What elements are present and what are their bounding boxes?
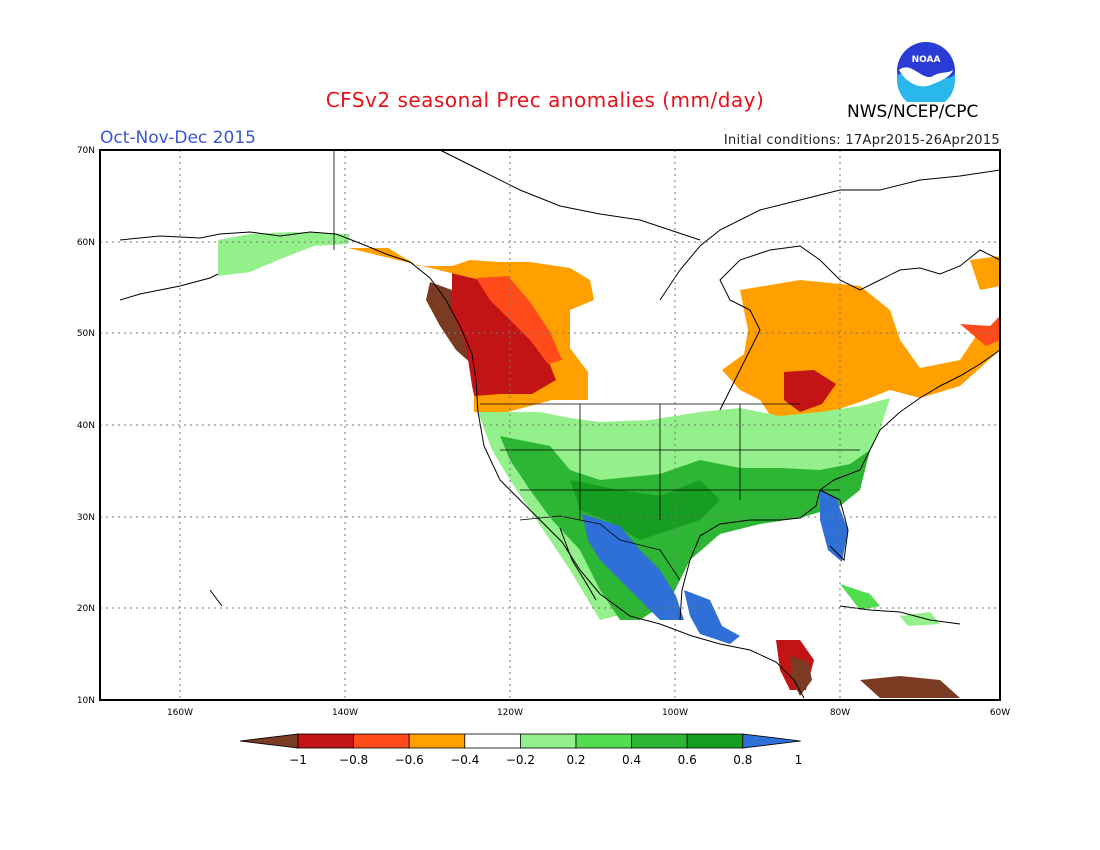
season-label: Oct-Nov-Dec 2015 [100, 128, 256, 148]
colorbar-swatch [575, 733, 632, 749]
colorbar-swatch [519, 733, 577, 749]
map-frame [99, 149, 1001, 701]
lon-labels: 160W 140W 120W 100W 80W 60W [167, 708, 1010, 718]
colorbar-tick-label: −0.8 [339, 753, 368, 767]
lon-label-100w: 100W [662, 708, 688, 718]
borders [333, 150, 860, 581]
colorbar: −1 −0.8 −0.6 −0.4 −0.2 0.2 0.4 0.6 0.8 1 [239, 733, 803, 767]
map-title: CFSv2 seasonal Prec anomalies (mm/day) [325, 88, 765, 112]
lat-label-70n: 70N [77, 146, 95, 156]
lon-label-120w: 120W [497, 708, 523, 718]
graticule [100, 150, 1000, 700]
colorbar-swatch [631, 733, 688, 749]
colorbar-tick-label: 0.8 [733, 753, 752, 767]
noaa-logo: NOAA [897, 42, 955, 102]
colorbar-swatch [464, 733, 521, 749]
colorbar-swatch [353, 733, 410, 749]
lat-label-50n: 50N [77, 329, 95, 339]
lon-label-160w: 160W [167, 708, 193, 718]
lon-label-140w: 140W [332, 708, 358, 718]
colorbar-swatch [297, 733, 354, 749]
colorbar-tick-label: 0.4 [622, 753, 641, 767]
colorbar-tick-label: 1 [795, 753, 803, 767]
lat-label-10n: 10N [77, 696, 95, 706]
colorbar-swatch [686, 733, 744, 749]
colorbar-tick-label: 0.2 [566, 753, 585, 767]
colorbar-tick-label: −0.4 [450, 753, 479, 767]
anomaly-field [218, 232, 1000, 698]
lat-label-40n: 40N [77, 421, 95, 431]
lat-label-20n: 20N [77, 604, 95, 614]
lon-label-60w: 60W [990, 708, 1010, 718]
map-panel: 70N 60N 50N 40N 30N 20N 10N 160W 140W 12… [77, 146, 1010, 718]
colorbar-tick-label: −0.6 [395, 753, 424, 767]
colorbar-left-triangle [239, 733, 299, 749]
lon-label-80w: 80W [830, 708, 850, 718]
lat-labels: 70N 60N 50N 40N 30N 20N 10N [77, 146, 95, 706]
initial-conditions-label: Initial conditions: 17Apr2015-26Apr2015 [723, 133, 1000, 148]
colorbar-tick-label: −0.2 [506, 753, 535, 767]
colorbar-right-triangle [742, 733, 801, 749]
logo-text: NOAA [912, 55, 941, 65]
colorbar-tick-label: −1 [289, 753, 307, 767]
colorbar-swatch [408, 733, 466, 749]
coastlines [119, 149, 1001, 699]
colorbar-tick-label: 0.6 [678, 753, 697, 767]
lat-label-60n: 60N [77, 238, 95, 248]
agency-label: NWS/NCEP/CPC [847, 102, 979, 122]
lat-label-30n: 30N [77, 513, 95, 523]
